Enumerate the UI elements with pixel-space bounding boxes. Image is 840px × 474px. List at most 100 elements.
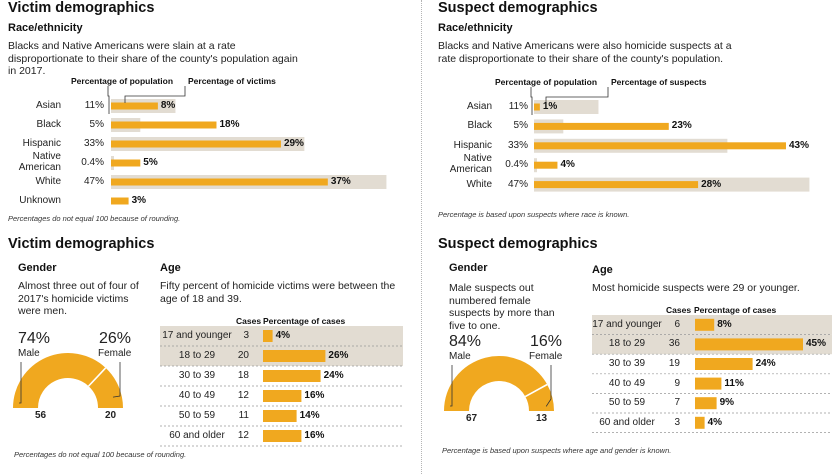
victim-race-category-unknown: Unknown (19, 195, 61, 206)
suspect-gender-segment-divider (524, 383, 548, 398)
victim-age-category-17-and-younger: 17 and younger (162, 330, 232, 341)
suspect-race-category-asian: Asian (466, 101, 492, 112)
victim-age-category-40-to-49: 40 to 49 (178, 390, 216, 401)
victim-race-pct-bar-native-american (111, 159, 141, 167)
victim-race-pct-leader-line (124, 86, 186, 103)
victim-age-pct-label-60-and-older: 16% (304, 430, 325, 441)
victim-race-pct-bar-unknown (111, 197, 129, 205)
victim-age-category-18-to-29: 18 to 29 (178, 350, 216, 361)
victim-race-pct-bar-hispanic (111, 140, 281, 148)
victim-race-category-black: Black (36, 119, 61, 130)
suspect-race-pct-bar-native-american (534, 161, 558, 169)
victim-female-pct: 26% (99, 330, 132, 347)
victim-female-label: Female (98, 348, 132, 359)
victim-age-category-50-to-59: 50 to 59 (178, 410, 216, 421)
victim-age-bar-40-to-49 (263, 390, 302, 402)
suspect-age-pct-label-17-and-younger: 8% (717, 318, 732, 330)
suspect-race-category-white: White (466, 178, 492, 190)
suspect-age-cases-60-and-older: 3 (674, 416, 680, 428)
suspect-gender-male-leader (450, 365, 453, 407)
victim-age-bar-30-to-39 (263, 370, 321, 382)
suspect-male-label: Male (449, 351, 471, 362)
victim-male-pct: 74% (18, 330, 51, 347)
suspect-race-category-hispanic: Hispanic (453, 139, 492, 151)
victim-age-pct-label-40-to-49: 16% (304, 390, 325, 401)
suspect-age-cases-18-to-29: 36 (668, 338, 680, 350)
suspect-race-pop-label-white: 47% (507, 178, 528, 190)
suspect-race-pct-leader-line (545, 87, 609, 104)
victim-age-bar-17-and-younger (263, 330, 273, 342)
suspect-age-category-18-to-29: 18 to 29 (608, 338, 646, 350)
victim-age-pct-label-50-to-59: 14% (299, 410, 320, 421)
victim-age-category-60-and-older: 60 and older (169, 430, 225, 441)
victim-race-category-asian: Asian (35, 100, 61, 111)
suspect-female-label: Female (529, 351, 563, 362)
suspect-race-pop-label-hispanic: 33% (507, 139, 528, 151)
victim-age-cases-50-to-59: 11 (238, 410, 249, 421)
victim-age-cases-40-to-49: 12 (237, 390, 249, 401)
victim-gender-male-leader (19, 362, 22, 404)
suspect-age-category-17-and-younger: 17 and younger (592, 318, 662, 330)
suspect-age-cases-header: Cases (666, 305, 692, 315)
victim-race-pct-label-black: 18% (219, 119, 240, 130)
suspect-age-bar-30-to-39 (695, 358, 753, 370)
suspect-male-pct: 84% (449, 333, 482, 350)
suspect-race-subtitle: Race/ethnicity (438, 22, 513, 34)
suspect-race-pct-label-white: 28% (701, 178, 722, 190)
victim-age-cases-60-and-older: 12 (237, 430, 249, 441)
victim-age-highlight-17-and-younger (160, 326, 403, 346)
suspect-gender-description: Male suspects out numbered female suspec… (449, 282, 555, 332)
victim-gender-female-leader (112, 362, 121, 398)
victim-age-bar-50-to-59 (263, 410, 297, 422)
victim-race-pct-label-native-american: 5% (143, 157, 158, 168)
suspect-race-title: Suspect demographics (438, 0, 598, 16)
suspect-race-note: Percentage is based upon suspects where … (438, 210, 630, 219)
victim-age-pct-header: Percentage of cases (263, 316, 346, 326)
victim-race-pop-label-native-american: 0.4% (81, 157, 104, 168)
victim-race-note: Percentages do not equal 100 because of … (8, 214, 181, 223)
suspect-age-pct-label-60-and-older: 4% (707, 416, 723, 428)
suspect-female-pct: 16% (530, 333, 563, 350)
victim-race-pct-label-asian: 8% (160, 100, 176, 111)
suspect-age-bar-18-to-29 (695, 338, 803, 351)
suspect-age-cases-30-to-39: 19 (668, 358, 680, 369)
suspect-race-pop-label-black: 5% (513, 120, 528, 132)
suspect-age-description: Most homicide suspects were 29 or younge… (592, 282, 800, 294)
victim-demographics-title: Victim demographics (8, 236, 155, 252)
victim-race-title: Victim demographics (8, 0, 155, 16)
victim-race-pop-label-white: 47% (83, 176, 104, 187)
suspect-race-pct-header: Percentage of suspects (611, 77, 707, 87)
victim-race-pct-bar-asian (111, 102, 158, 110)
suspect-age-category-40-to-49: 40 to 49 (608, 377, 646, 389)
suspect-race-pct-label-native-american: 4% (560, 159, 575, 171)
suspect-race-pct-bar-asian (534, 103, 540, 111)
suspect-race-pop-bar-asian (534, 100, 599, 114)
suspect-age-pct-label-18-to-29: 45% (806, 338, 827, 350)
suspect-race-pop-leader-line (530, 87, 533, 115)
suspect-race-description: Blacks and Native Americans were also ho… (438, 40, 732, 65)
suspect-demographics-title: Suspect demographics (438, 236, 598, 252)
victim-race-pct-label-white: 37% (330, 176, 351, 187)
victim-age-cases-18-to-29: 20 (237, 350, 249, 361)
suspect-male-count: 67 (466, 413, 478, 424)
suspect-gender-title: Gender (449, 262, 488, 274)
victim-race-category-native-american: Native American (18, 151, 61, 173)
suspect-age-pct-label-30-to-39: 24% (755, 358, 776, 369)
victim-age-bar-18-to-29 (263, 350, 326, 362)
victim-male-count: 56 (35, 410, 47, 421)
victim-race-pop-label-hispanic: 33% (83, 138, 104, 149)
suspect-race-pct-label-hispanic: 43% (788, 139, 809, 151)
victim-age-cases-30-to-39: 18 (237, 370, 249, 381)
victim-female-count: 20 (105, 410, 117, 421)
suspect-race-pop-label-native-american: 0.4% (505, 159, 528, 171)
victim-gender-male-segment (13, 353, 106, 408)
victim-race-pct-label-hispanic: 29% (283, 138, 304, 149)
suspect-age-pct-header: Percentage of cases (694, 305, 777, 315)
suspect-age-bar-60-and-older (695, 416, 705, 429)
suspect-age-pct-label-50-to-59: 9% (719, 397, 735, 409)
victim-race-subtitle: Race/ethnicity (8, 22, 83, 34)
victim-race-pct-header: Percentage of victims (188, 76, 276, 86)
victim-gender-segment-divider (87, 367, 107, 387)
suspect-age-category-60-and-older: 60 and older (599, 416, 655, 428)
victim-age-category-30-to-39: 30 to 39 (178, 370, 216, 381)
